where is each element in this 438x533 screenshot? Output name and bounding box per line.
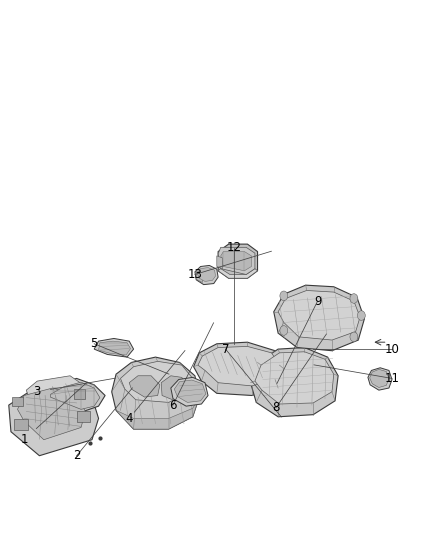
Polygon shape [194,342,284,395]
Polygon shape [198,346,279,386]
Polygon shape [218,247,255,274]
Text: 9: 9 [314,295,321,308]
Polygon shape [112,357,199,429]
Polygon shape [368,368,392,390]
Text: 13: 13 [187,268,202,281]
Polygon shape [370,369,389,387]
Polygon shape [9,381,99,456]
Polygon shape [99,341,131,355]
Polygon shape [171,377,208,406]
Text: 4: 4 [125,412,133,425]
Polygon shape [74,389,85,399]
Text: 3: 3 [34,385,41,398]
Polygon shape [195,265,218,285]
Text: 7: 7 [222,343,230,356]
Polygon shape [274,285,364,351]
Polygon shape [50,382,100,409]
Polygon shape [14,419,28,430]
Polygon shape [129,376,160,397]
Polygon shape [278,290,360,340]
Polygon shape [255,352,334,404]
Polygon shape [197,268,215,281]
Polygon shape [120,361,193,402]
Text: 6: 6 [169,399,177,411]
Polygon shape [218,244,258,278]
Polygon shape [77,411,90,422]
Text: 11: 11 [385,372,399,385]
Text: 5: 5 [91,337,98,350]
Polygon shape [217,256,223,269]
Polygon shape [161,376,188,401]
Polygon shape [196,271,202,282]
Polygon shape [26,376,85,410]
Polygon shape [94,338,134,357]
Text: 1: 1 [20,433,28,446]
Polygon shape [221,252,251,271]
Polygon shape [218,269,258,278]
Polygon shape [12,397,23,406]
Polygon shape [174,380,206,402]
Text: 8: 8 [272,401,279,414]
Text: 2: 2 [73,449,81,462]
Circle shape [357,311,365,320]
Circle shape [350,294,358,303]
Circle shape [280,291,288,301]
Text: 10: 10 [385,343,399,356]
Polygon shape [251,348,338,417]
Polygon shape [44,378,105,411]
Circle shape [280,326,288,335]
Polygon shape [116,397,199,429]
Text: 12: 12 [227,241,242,254]
Circle shape [350,332,358,342]
Polygon shape [18,388,85,440]
